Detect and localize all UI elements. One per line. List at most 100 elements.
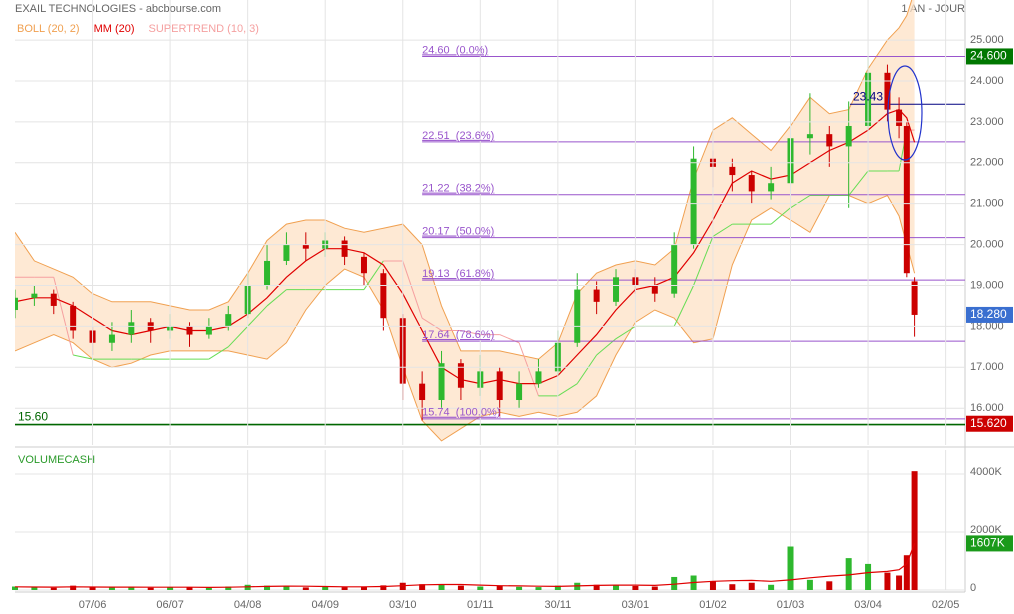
candle-body <box>651 285 658 294</box>
candle-body <box>457 363 464 388</box>
volume-bar <box>787 546 794 590</box>
volume-bar <box>477 586 484 590</box>
volume-bar <box>283 586 290 590</box>
chart-title: EXAIL TECHNOLOGIES - abcbourse.com <box>15 3 221 15</box>
supertrend-segment <box>53 277 74 356</box>
volume-bar <box>613 585 620 590</box>
volume-bar <box>70 585 77 590</box>
supertrend-segment <box>73 354 93 360</box>
supertrend-segment <box>770 207 791 225</box>
volume-bar <box>496 585 503 590</box>
candle-body <box>70 305 77 331</box>
volume-bar <box>186 587 193 590</box>
period-label: 1 AN - JOUR <box>901 3 965 15</box>
price-plot <box>15 0 965 442</box>
level-label: 15.60 <box>18 410 48 424</box>
volume-bar <box>651 586 658 590</box>
highlight-ellipse <box>887 65 923 161</box>
volume-bar <box>748 582 755 590</box>
x-tick-label: 03/10 <box>389 599 417 611</box>
candle-body <box>341 240 348 257</box>
y-tick-label: 20.000 <box>970 238 1004 250</box>
volume-bar <box>225 586 232 590</box>
candle-body <box>438 363 445 401</box>
supertrend-segment <box>712 223 733 237</box>
volume-bar <box>826 581 833 590</box>
y-tick-label: 17.000 <box>970 361 1004 373</box>
candle-body <box>225 314 232 327</box>
candle-body <box>380 273 387 319</box>
x-tick-label: 30/11 <box>544 599 571 611</box>
volume-bar <box>419 584 426 590</box>
price-tag-label: 18.280 <box>970 307 1007 321</box>
supertrend-segment <box>247 305 268 327</box>
candle-body <box>768 183 775 192</box>
candle-body <box>108 334 115 343</box>
volume-bar <box>845 558 852 590</box>
y-tick-label: 18.000 <box>970 320 1004 332</box>
y-tick-label: 2000K <box>970 524 1002 536</box>
volume-bar <box>264 585 271 590</box>
supertrend-segment <box>208 346 229 360</box>
candle-body <box>748 175 755 192</box>
fib-label: 22.51 (23.6%) <box>422 130 494 142</box>
volume-bar <box>360 586 367 590</box>
candle-body <box>31 293 38 298</box>
y-tick-label: 0 <box>970 582 976 594</box>
volume-bar <box>438 584 445 590</box>
x-tick-label: 01/03 <box>777 599 805 611</box>
price-tag-label: 24.600 <box>970 49 1007 63</box>
volume-bar <box>632 585 639 590</box>
volume-bar <box>903 555 910 590</box>
x-tick-label: 06/07 <box>156 599 184 611</box>
fib-label: 15.74 (100.0%) <box>422 407 500 419</box>
volume-bar <box>806 579 813 590</box>
candle-body <box>50 293 57 306</box>
fib-label: 19.13 (61.8%) <box>422 268 494 280</box>
volume-bar <box>302 587 309 590</box>
supertrend-segment <box>460 329 481 336</box>
volume-bar <box>108 587 115 590</box>
volume-bar <box>911 471 918 590</box>
y-tick-label: 23.000 <box>970 116 1004 128</box>
volume-bar <box>729 584 736 590</box>
x-tick-label: 01/11 <box>467 599 494 611</box>
supertrend-segment <box>557 383 578 397</box>
legend-entry: SUPERTREND (10, 3) <box>149 23 259 35</box>
volume-bar <box>457 585 464 590</box>
volume-bar <box>768 584 775 590</box>
volume-bar <box>709 581 716 590</box>
supertrend-segment <box>673 285 695 327</box>
candle-body <box>903 125 910 274</box>
price-tag <box>966 306 1013 323</box>
candle-body <box>574 289 581 343</box>
volume-bar <box>554 585 561 590</box>
candle-body <box>302 244 309 249</box>
candle-body <box>15 297 18 311</box>
legend-entry: MM (20) <box>94 23 135 35</box>
candle-body <box>360 256 367 274</box>
candle-body <box>264 260 271 286</box>
volume-bar <box>380 585 387 590</box>
volume-bar <box>516 586 523 590</box>
candle-body <box>884 72 891 110</box>
candle-body <box>826 134 833 147</box>
candle-body <box>283 244 290 261</box>
candle-body <box>613 277 620 302</box>
candle-body <box>729 166 736 176</box>
volume-bar <box>50 587 57 590</box>
y-tick-label: 4000K <box>970 466 1002 478</box>
volume-bar <box>128 586 135 590</box>
volume-bar <box>147 587 154 590</box>
candle-body <box>896 109 903 126</box>
volume-bar <box>12 586 18 590</box>
y-tick-label: 19.000 <box>970 279 1004 291</box>
volume-bar <box>167 587 174 590</box>
fib-label: 20.17 (50.0%) <box>422 226 494 238</box>
y-tick-label: 16.000 <box>970 402 1004 414</box>
candle-body <box>205 326 212 335</box>
volume-bar <box>593 584 600 590</box>
fib-label: 17.64 (78.6%) <box>422 329 494 341</box>
candle-body <box>128 322 135 335</box>
volume-bar <box>671 576 678 590</box>
